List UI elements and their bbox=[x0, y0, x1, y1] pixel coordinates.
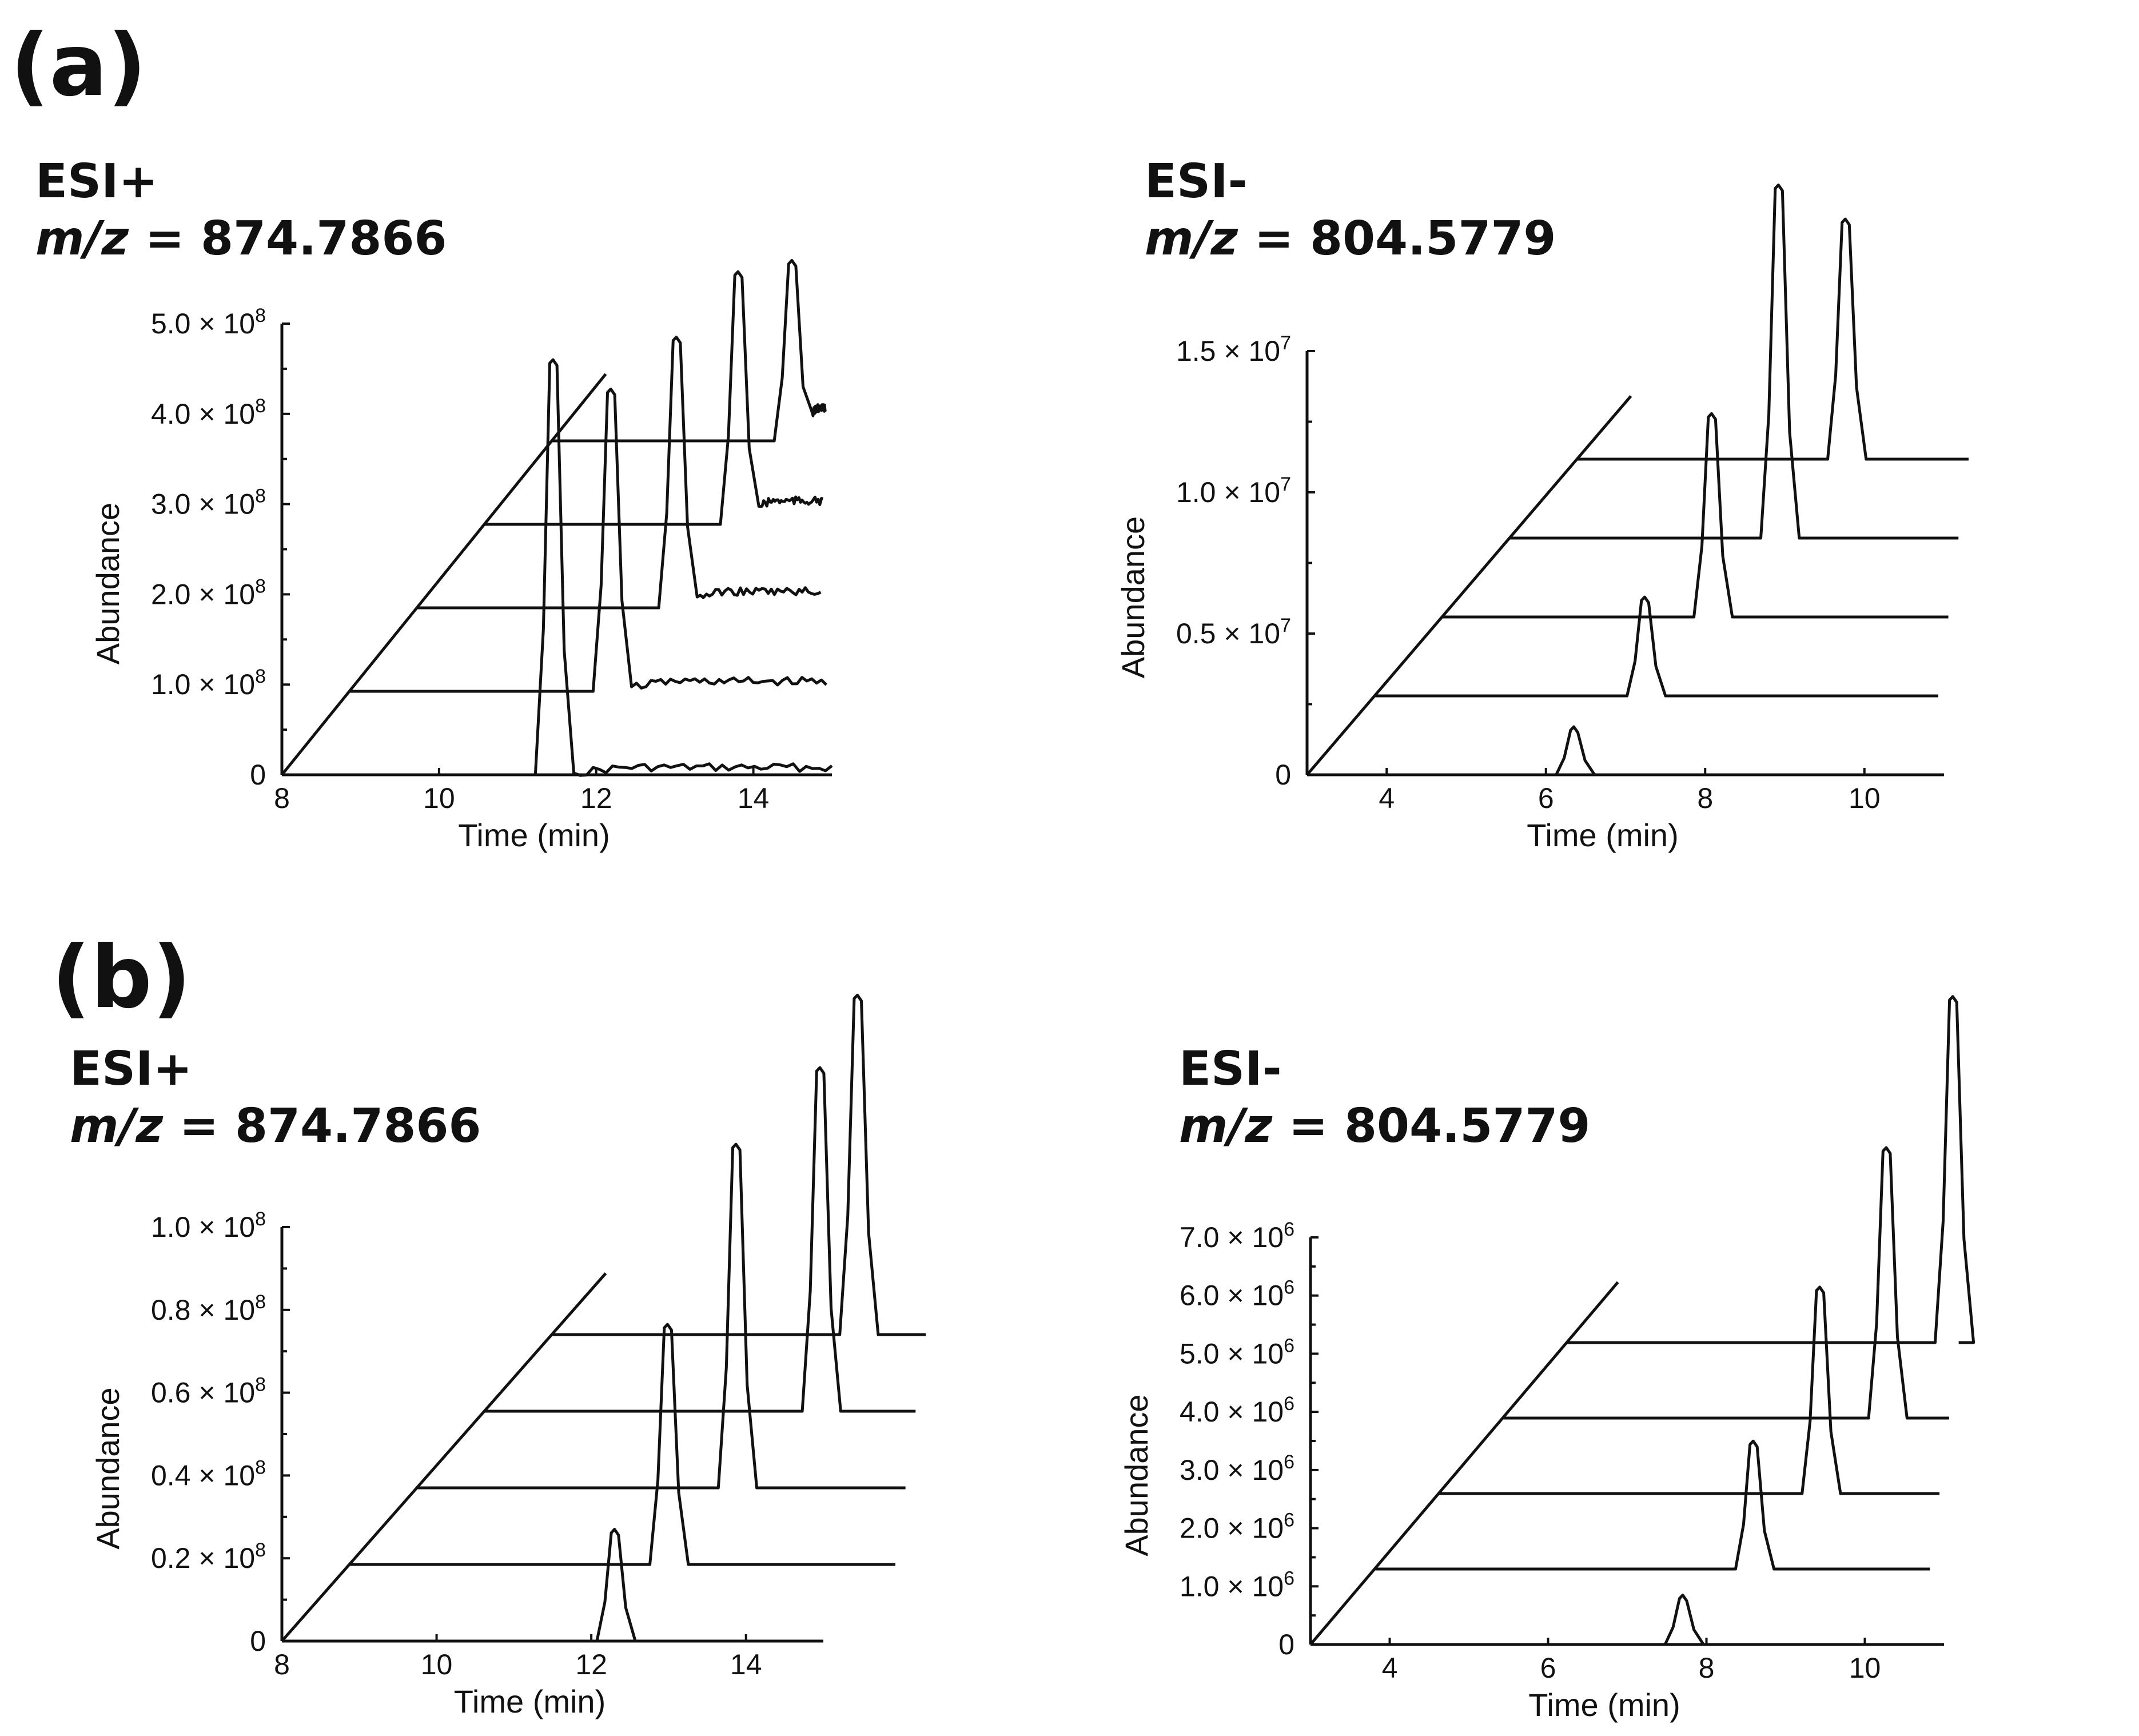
series-trace-2 bbox=[349, 1323, 895, 1566]
y-tick-label: 3.0 × 108 bbox=[151, 485, 266, 520]
panel-label-a: (a) bbox=[10, 16, 147, 116]
y-tick-label: 1.5 × 107 bbox=[1176, 332, 1291, 367]
x-tick-label: 12 bbox=[580, 782, 612, 814]
x-axis-title: Time (min) bbox=[454, 1683, 606, 1719]
series-trace-5 bbox=[552, 258, 827, 443]
y-tick-label: 4.0 × 108 bbox=[151, 395, 266, 430]
x-tick-label: 8 bbox=[274, 1649, 290, 1681]
y-tick-label: 1.0 × 108 bbox=[151, 666, 266, 700]
y-tick-label: 0.6 × 108 bbox=[151, 1374, 266, 1409]
x-tick-label: 12 bbox=[575, 1649, 607, 1681]
y-tick-label: 0.5 × 107 bbox=[1176, 615, 1291, 650]
y-tick-label: 0 bbox=[1275, 759, 1291, 791]
depth-axis bbox=[1309, 1281, 1619, 1646]
x-tick-label: 6 bbox=[1538, 782, 1554, 814]
panel-label-b: (b) bbox=[51, 928, 192, 1028]
y-tick-label: 0.2 × 108 bbox=[151, 1539, 266, 1574]
chart-1: 0 0.5 × 107 1.0 × 107 1.5 × 107 4 6 8 10 Time (m… bbox=[1115, 184, 1969, 853]
x-tick-label: 4 bbox=[1379, 782, 1395, 814]
series-trace-2 bbox=[1375, 595, 1938, 698]
y-tick-label: 0 bbox=[250, 1625, 266, 1657]
x-axis-title: Time (min) bbox=[1528, 1687, 1680, 1723]
series-trace-1 bbox=[282, 358, 833, 777]
x-tick-label: 8 bbox=[274, 782, 290, 814]
y-tick-label: 3.0 × 106 bbox=[1180, 1451, 1294, 1486]
chart-0: 0 1.0 × 108 2.0 × 108 3.0 × 108 4.0 × 108 5.0… bbox=[90, 258, 833, 853]
series-trace-2 bbox=[1375, 1439, 1930, 1571]
x-tick-label: 10 bbox=[1849, 1652, 1881, 1684]
y-tick-label: 0 bbox=[250, 759, 266, 791]
series-trace-3 bbox=[1439, 1285, 1940, 1495]
ionization-mode: ESI- bbox=[1145, 154, 1248, 209]
series-trace-3 bbox=[1442, 412, 1949, 619]
series-trace-1 bbox=[1311, 1594, 1705, 1646]
chart-2: 0 0.2 × 108 0.4 × 108 0.6 × 108 0.8 × 108 1.0… bbox=[90, 993, 926, 1719]
y-axis-title: Abundance bbox=[90, 503, 126, 664]
mz-value: m/z = 804.5779 bbox=[1179, 1099, 1591, 1154]
series-trace-5 bbox=[1577, 217, 1969, 461]
x-axis-title: Time (min) bbox=[458, 817, 610, 853]
y-axis-title: Abundance bbox=[90, 1387, 126, 1549]
ionization-mode: ESI- bbox=[1179, 1042, 1282, 1096]
x-tick-label: 10 bbox=[421, 1649, 453, 1681]
series-trace-5 bbox=[1567, 995, 1975, 1344]
depth-axis bbox=[281, 1272, 607, 1642]
ionization-mode: ESI+ bbox=[35, 154, 158, 209]
y-tick-label: 0.8 × 108 bbox=[151, 1291, 266, 1326]
y-axis-title: Abundance bbox=[1115, 516, 1151, 678]
chart-title-a-right: ESI- m/z = 804.5779 bbox=[1145, 153, 1556, 268]
y-tick-label: 6.0 × 106 bbox=[1180, 1277, 1294, 1312]
y-tick-label: 1.0 × 108 bbox=[151, 1208, 266, 1243]
series-trace-4 bbox=[1509, 184, 1959, 540]
x-tick-label: 10 bbox=[1849, 782, 1881, 814]
mz-value: m/z = 874.7866 bbox=[35, 212, 447, 266]
depth-axis bbox=[281, 373, 607, 776]
series-trace-3 bbox=[417, 1142, 906, 1490]
series-trace-1 bbox=[1307, 725, 1596, 777]
chart-3: 0 1.0 × 106 2.0 × 106 3.0 × 106 4.0 × 106 5.0… bbox=[1118, 995, 1975, 1723]
y-tick-label: 5.0 × 108 bbox=[151, 305, 266, 340]
series-trace-4 bbox=[1503, 1146, 1949, 1420]
y-tick-label: 4.0 × 106 bbox=[1180, 1393, 1294, 1428]
y-tick-label: 0.4 × 108 bbox=[151, 1456, 266, 1491]
x-tick-label: 8 bbox=[1697, 782, 1713, 814]
x-axis-title: Time (min) bbox=[1527, 817, 1678, 853]
x-tick-label: 8 bbox=[1699, 1652, 1715, 1684]
x-tick-label: 6 bbox=[1540, 1652, 1556, 1684]
series-trace-3 bbox=[417, 336, 822, 610]
y-tick-label: 7.0 × 106 bbox=[1180, 1219, 1294, 1253]
ionization-mode: ESI+ bbox=[70, 1042, 193, 1096]
x-tick-label: 14 bbox=[730, 1649, 762, 1681]
x-tick-label: 4 bbox=[1382, 1652, 1398, 1684]
series-trace-4 bbox=[484, 1066, 916, 1413]
series-trace-5 bbox=[552, 993, 926, 1336]
chart-title-b-right: ESI- m/z = 804.5779 bbox=[1179, 1041, 1590, 1155]
series-trace-2 bbox=[349, 387, 827, 693]
chart-title-b-left: ESI+ m/z = 874.7866 bbox=[70, 1041, 481, 1155]
y-tick-label: 1.0 × 106 bbox=[1180, 1567, 1294, 1602]
y-tick-label: 0 bbox=[1278, 1629, 1294, 1661]
series-trace-4 bbox=[484, 270, 824, 526]
x-tick-label: 10 bbox=[423, 782, 455, 814]
y-tick-label: 2.0 × 106 bbox=[1180, 1510, 1294, 1544]
y-tick-label: 5.0 × 106 bbox=[1180, 1335, 1294, 1369]
y-axis-title: Abundance bbox=[1118, 1394, 1154, 1556]
mz-value: m/z = 804.5779 bbox=[1145, 212, 1556, 266]
y-tick-label: 2.0 × 108 bbox=[151, 575, 266, 610]
depth-axis bbox=[1306, 395, 1632, 776]
chart-title-a-left: ESI+ m/z = 874.7866 bbox=[35, 153, 447, 268]
mz-value: m/z = 874.7866 bbox=[70, 1099, 481, 1154]
x-tick-label: 14 bbox=[738, 782, 770, 814]
y-tick-label: 1.0 × 107 bbox=[1176, 473, 1291, 508]
series-trace-1 bbox=[282, 1528, 637, 1643]
